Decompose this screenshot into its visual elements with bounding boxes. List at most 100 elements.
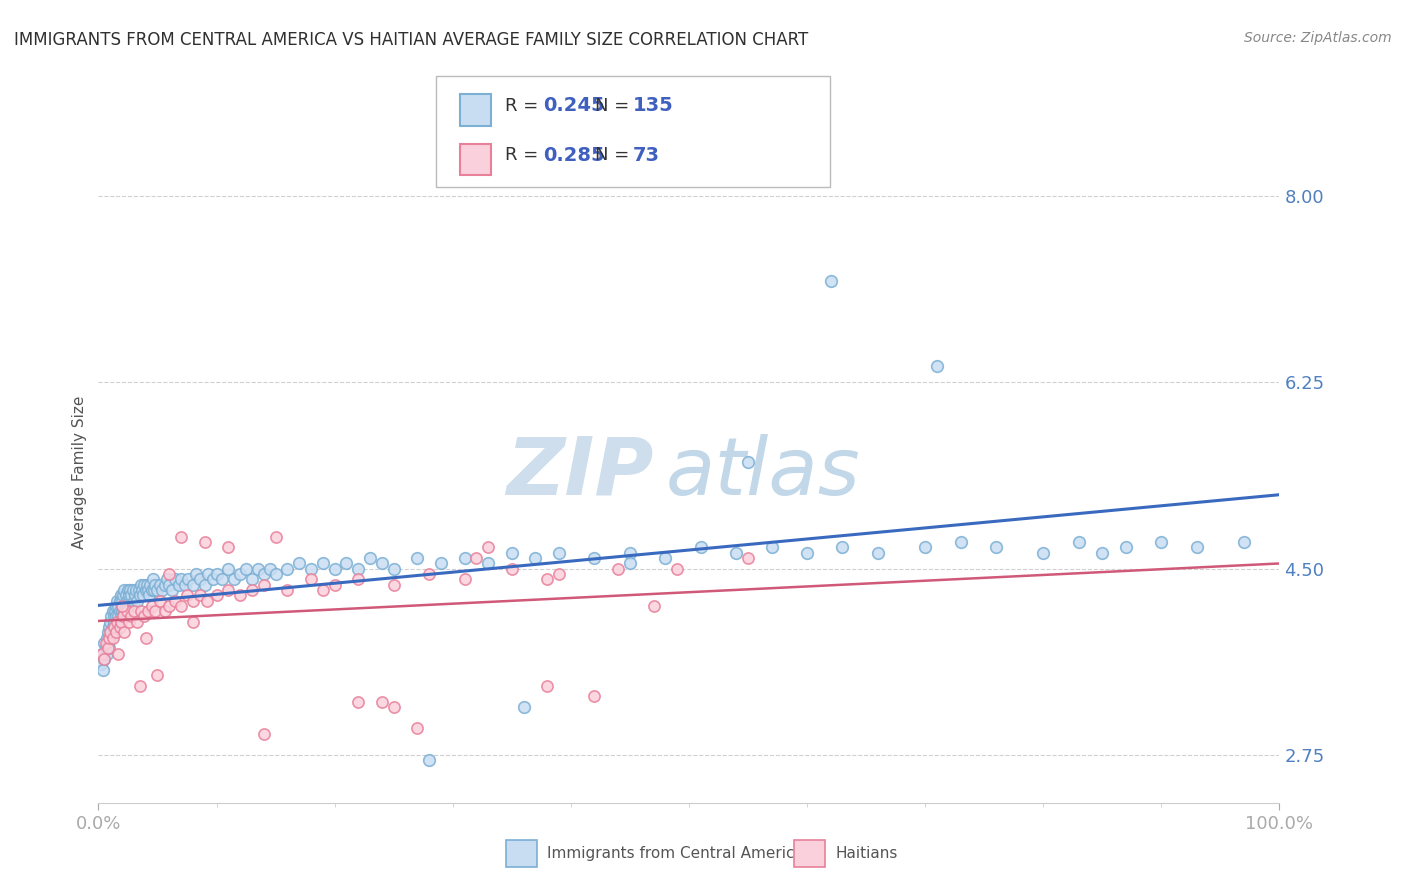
Point [91, 647, 114, 661]
Point [105, 625, 128, 640]
Point [323, 577, 346, 591]
Point [820, 274, 842, 288]
Point [98, 615, 121, 629]
Point [98, 631, 121, 645]
Point [195, 593, 218, 607]
Point [211, 572, 233, 586]
Point [371, 556, 394, 570]
Point [143, 577, 166, 591]
Point [104, 620, 127, 634]
Point [112, 599, 135, 613]
Point [105, 615, 128, 629]
Point [949, 535, 972, 549]
Text: atlas: atlas [665, 434, 860, 512]
Point [141, 599, 163, 613]
Point [477, 556, 499, 570]
Point [240, 572, 263, 586]
Point [312, 556, 335, 570]
Text: R =: R = [505, 97, 544, 115]
Text: 0.245: 0.245 [543, 96, 605, 115]
Point [548, 566, 571, 581]
Point [128, 679, 150, 693]
Point [197, 566, 219, 581]
Point [98, 631, 121, 645]
Text: Source: ZipAtlas.com: Source: ZipAtlas.com [1244, 31, 1392, 45]
Point [229, 588, 252, 602]
Point [235, 561, 257, 575]
Point [117, 599, 139, 613]
Point [831, 541, 853, 555]
Point [177, 572, 200, 586]
Point [101, 620, 124, 634]
Point [146, 582, 169, 597]
Point [134, 609, 156, 624]
Point [101, 631, 124, 645]
Text: 135: 135 [633, 96, 673, 115]
Point [105, 593, 128, 607]
Point [725, 546, 748, 560]
Point [689, 541, 711, 555]
Point [188, 572, 211, 586]
Point [120, 582, 142, 597]
Point [110, 609, 132, 624]
Point [512, 700, 534, 714]
Point [105, 615, 128, 629]
Point [501, 561, 523, 575]
Point [160, 582, 183, 597]
Point [347, 695, 370, 709]
Point [97, 625, 120, 640]
Point [240, 582, 263, 597]
Point [157, 577, 180, 591]
Text: Haitians: Haitians [835, 847, 897, 861]
Point [111, 593, 134, 607]
Point [103, 615, 125, 629]
Point [125, 582, 148, 597]
Point [135, 631, 157, 645]
Point [253, 577, 276, 591]
Point [132, 588, 155, 602]
Point [165, 593, 187, 607]
Point [205, 566, 228, 581]
Point [643, 599, 665, 613]
Point [94, 636, 117, 650]
Point [335, 556, 357, 570]
Point [382, 700, 405, 714]
Point [1032, 546, 1054, 560]
Point [406, 550, 429, 565]
Point [98, 620, 121, 634]
Point [347, 572, 370, 586]
Point [121, 609, 143, 624]
Point [1233, 535, 1256, 549]
Point [91, 663, 114, 677]
Point [114, 599, 136, 613]
Text: N =: N = [595, 146, 634, 164]
Point [141, 582, 163, 597]
Point [136, 604, 159, 618]
Point [112, 588, 135, 602]
Point [110, 615, 132, 629]
Point [112, 625, 135, 640]
Point [122, 604, 145, 618]
Point [323, 561, 346, 575]
Point [371, 695, 394, 709]
Point [224, 572, 246, 586]
Point [107, 609, 129, 624]
Point [217, 541, 239, 555]
Point [127, 593, 149, 607]
Point [181, 615, 204, 629]
Point [654, 550, 676, 565]
Point [157, 599, 180, 613]
Point [347, 561, 370, 575]
Point [93, 652, 115, 666]
Point [548, 546, 571, 560]
Point [150, 582, 173, 597]
Point [139, 577, 162, 591]
Point [312, 582, 335, 597]
Point [264, 566, 287, 581]
Point [382, 577, 405, 591]
Point [115, 604, 138, 618]
Point [100, 625, 122, 640]
Point [105, 609, 128, 624]
Point [129, 577, 152, 591]
Point [153, 604, 176, 618]
